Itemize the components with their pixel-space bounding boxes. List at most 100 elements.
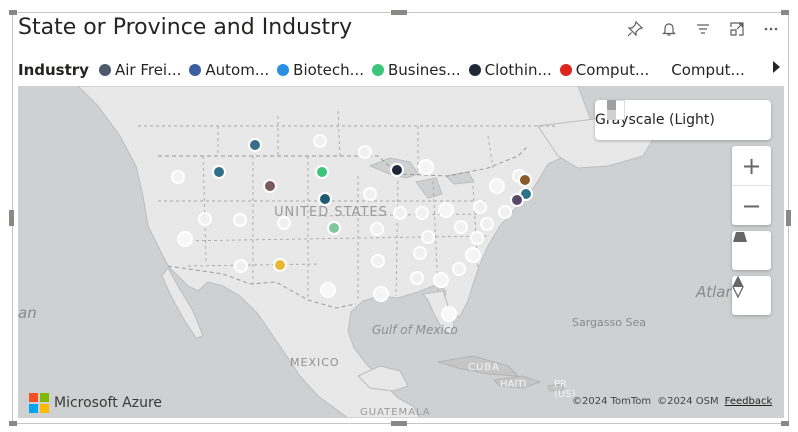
map-label-atlantic: Atlan — [696, 283, 736, 301]
map-style-picker[interactable]: Grayscale (Light) — [595, 100, 771, 140]
map-marker[interactable] — [320, 282, 336, 298]
resize-handle-bottom[interactable] — [391, 421, 407, 426]
focus-mode-icon[interactable] — [726, 18, 748, 40]
map-marker[interactable] — [421, 230, 435, 244]
map-marker[interactable] — [433, 272, 449, 288]
bell-icon[interactable] — [658, 18, 680, 40]
legend-item-overflow[interactable]: Comput... — [671, 61, 745, 79]
pitch-control — [732, 231, 771, 270]
map-marker[interactable] — [327, 221, 341, 235]
legend-item[interactable]: Air Frei... — [98, 61, 182, 79]
compass-control — [732, 276, 771, 315]
map-marker[interactable] — [313, 134, 327, 148]
zoom-in-button[interactable]: + — [741, 151, 762, 180]
legend-item[interactable]: Comput... — [559, 61, 650, 79]
map-marker[interactable] — [315, 165, 329, 179]
map-marker[interactable] — [198, 212, 212, 226]
map-marker[interactable] — [318, 192, 332, 206]
map-marker[interactable] — [518, 173, 532, 187]
legend-item-label: Autom... — [205, 61, 270, 79]
map-marker[interactable] — [390, 163, 404, 177]
zoom-out-button[interactable]: − — [732, 185, 771, 225]
resize-handle-left[interactable] — [9, 210, 14, 226]
map-marker[interactable] — [363, 187, 377, 201]
map-marker[interactable] — [263, 179, 277, 193]
legend-item[interactable]: Biotech... — [277, 61, 364, 79]
map-marker[interactable] — [234, 259, 248, 273]
map-marker[interactable] — [441, 306, 457, 322]
pitch-button[interactable] — [732, 231, 771, 270]
map-marker[interactable] — [470, 231, 484, 245]
map-marker[interactable] — [410, 271, 424, 285]
us-mexico-border — [167, 265, 357, 309]
map-label-pr-sub: (US) — [554, 389, 576, 400]
map-canvas[interactable]: UNITED STATES MEXICO Gulf of Mexico CUBA… — [18, 86, 784, 418]
map-marker[interactable] — [248, 138, 262, 152]
legend-swatch — [98, 64, 111, 76]
cuba-land — [437, 355, 520, 377]
map-marker[interactable] — [454, 220, 468, 234]
map-marker[interactable] — [212, 165, 226, 179]
attribution-tomtom: ©2024 TomTom — [572, 396, 652, 407]
us-canada-border — [158, 145, 529, 177]
map-marker[interactable] — [370, 222, 384, 236]
map-marker[interactable] — [171, 170, 185, 184]
map-marker[interactable] — [413, 246, 427, 260]
hispaniola-land — [492, 375, 542, 389]
map-marker[interactable] — [277, 216, 291, 230]
more-options-icon[interactable] — [760, 18, 782, 40]
resize-handle-right[interactable] — [786, 210, 791, 226]
map-marker[interactable] — [510, 193, 524, 207]
compass-icon — [732, 276, 744, 298]
map-marker[interactable] — [498, 205, 512, 219]
chevron-right-icon[interactable] — [771, 60, 781, 78]
zoom-control: + − — [732, 146, 771, 225]
florida-land — [422, 290, 455, 335]
legend-item-label: Air Frei... — [114, 61, 182, 79]
map-marker[interactable] — [177, 231, 193, 247]
map-markers — [171, 134, 533, 322]
feedback-link[interactable]: Feedback — [724, 396, 773, 407]
resize-handle-bottom-right[interactable] — [781, 421, 789, 426]
attribution-osm: ©2024 OSM — [657, 396, 719, 407]
map-marker[interactable] — [393, 206, 407, 220]
legend-swatch — [277, 64, 290, 76]
map-marker[interactable] — [438, 202, 454, 218]
legend-item[interactable]: Clothin... — [468, 61, 552, 79]
filter-icon[interactable] — [692, 18, 714, 40]
map-marker[interactable] — [273, 258, 287, 272]
map-marker[interactable] — [233, 213, 247, 227]
compass-button[interactable] — [732, 276, 771, 315]
map-label-an: an — [18, 304, 37, 322]
pin-icon[interactable] — [624, 18, 646, 40]
baja-land — [161, 267, 204, 339]
map-marker[interactable] — [489, 178, 505, 194]
legend-item-label: Clothin... — [484, 61, 552, 79]
resize-handle-top-left[interactable] — [9, 10, 17, 15]
resize-handle-top[interactable] — [391, 10, 407, 15]
map-marker[interactable] — [452, 262, 466, 276]
legend-swatch — [189, 64, 202, 76]
map-label-sargasso-sea: Sargasso Sea — [572, 316, 646, 329]
map-marker[interactable] — [371, 254, 385, 268]
resize-handle-top-right[interactable] — [781, 10, 789, 15]
map-marker[interactable] — [373, 286, 389, 302]
resize-handle-bottom-left[interactable] — [9, 421, 17, 426]
map-marker[interactable] — [418, 159, 434, 175]
map-attribution: ©2024 TomTom ©2024 OSM Feedback — [572, 396, 773, 407]
pitch-icon — [733, 232, 747, 242]
map-marker[interactable] — [480, 217, 494, 231]
legend-item[interactable]: Busines... — [371, 61, 461, 79]
map-marker[interactable] — [415, 206, 429, 220]
legend-swatch — [371, 64, 384, 76]
legend-item-label: Busines... — [387, 61, 461, 79]
map-marker[interactable] — [465, 247, 481, 263]
legend-item-label: Comput... — [575, 61, 650, 79]
map-marker[interactable] — [473, 200, 487, 214]
legend-item[interactable]: Autom... — [189, 61, 269, 79]
map-marker[interactable] — [358, 145, 372, 159]
legend-item-label: Biotech... — [293, 61, 364, 79]
puerto-rico-land — [547, 383, 565, 392]
map-label-guatemala: GUATEMALA — [360, 407, 431, 418]
map-basemap — [77, 86, 659, 418]
